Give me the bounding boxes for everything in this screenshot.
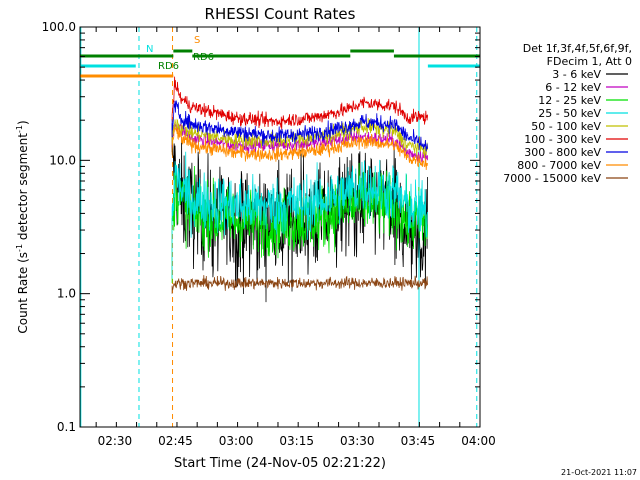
attenuator-bar-labels: S N RD6 RD6: [146, 35, 214, 72]
state-bar-label-2: N: [146, 44, 153, 55]
legend-label-7: 300 - 800 keV: [524, 146, 601, 159]
y-axis-label-sup1: -1: [15, 244, 24, 252]
legend-label-9: 7000 - 15000 keV: [503, 172, 601, 185]
x-tick-label-7: 04:00: [461, 434, 496, 448]
legend-label-4: 25 - 50 keV: [538, 107, 601, 120]
x-tick-label-5: 03:30: [340, 434, 375, 448]
state-bar-label-1: S: [194, 35, 200, 46]
y-axis-label: Count Rate (s-1 detector segment-1): [15, 120, 30, 333]
series-line-4: [171, 151, 428, 279]
axis-ticks: [80, 26, 481, 428]
y-tick-labels: 100.0 10.0 1.0 0.1: [42, 20, 76, 434]
x-tick-label-6: 03:45: [401, 434, 436, 448]
y-tick-label-2: 10.0: [49, 153, 76, 167]
series-line-7: [171, 100, 428, 152]
footer-timestamp: 21-Oct-2021 11:07: [561, 468, 637, 477]
series-line-9: [171, 275, 428, 294]
y-axis-label-mid: detector segment: [16, 133, 30, 244]
plot-frame: [79, 26, 481, 428]
legend-label-8: 800 - 7000 keV: [517, 159, 601, 172]
y-axis-label-sup2: -1: [15, 125, 24, 133]
y-axis-label-main: Count Rate (s: [16, 252, 30, 334]
legend-label-5: 50 - 100 keV: [531, 120, 601, 133]
state-bar-label-3: RD6: [193, 52, 214, 63]
series-line-3: [171, 162, 428, 284]
legend-header-line-2: FDecim 1, Att 0: [547, 55, 632, 68]
series-group: [171, 76, 428, 303]
legend-label-6: 100 - 300 keV: [524, 133, 601, 146]
y-tick-label-3: 1.0: [57, 287, 76, 301]
x-tick-label-1: 02:30: [98, 434, 133, 448]
x-tick-labels: 02:30 02:45 03:00 03:15 03:30 03:45 04:00: [98, 434, 496, 448]
vertical-markers: [80, 27, 478, 427]
y-axis-label-end: ): [16, 120, 30, 125]
chart-title: RHESSI Count Rates: [205, 5, 356, 23]
state-bar-label-4: RD6: [158, 61, 179, 72]
x-tick-label-4: 03:15: [279, 434, 314, 448]
x-axis-label: Start Time (24-Nov-05 02:21:22): [174, 456, 386, 471]
y-tick-label-4: 0.1: [57, 420, 76, 434]
legend-label-2: 6 - 12 keV: [545, 81, 601, 94]
x-tick-label-2: 02:45: [158, 434, 193, 448]
legend-header-line-1: Det 1f,3f,4f,5f,6f,9f,: [523, 42, 632, 55]
legend-label-3: 12 - 25 keV: [538, 94, 601, 107]
x-tick-label-3: 03:00: [219, 434, 254, 448]
legend-label-1: 3 - 6 keV: [552, 68, 601, 81]
series-line-6: [171, 76, 428, 131]
attenuator-bars: [80, 49, 480, 78]
y-tick-label-1: 100.0: [42, 20, 76, 34]
series-line-8: [171, 126, 428, 171]
